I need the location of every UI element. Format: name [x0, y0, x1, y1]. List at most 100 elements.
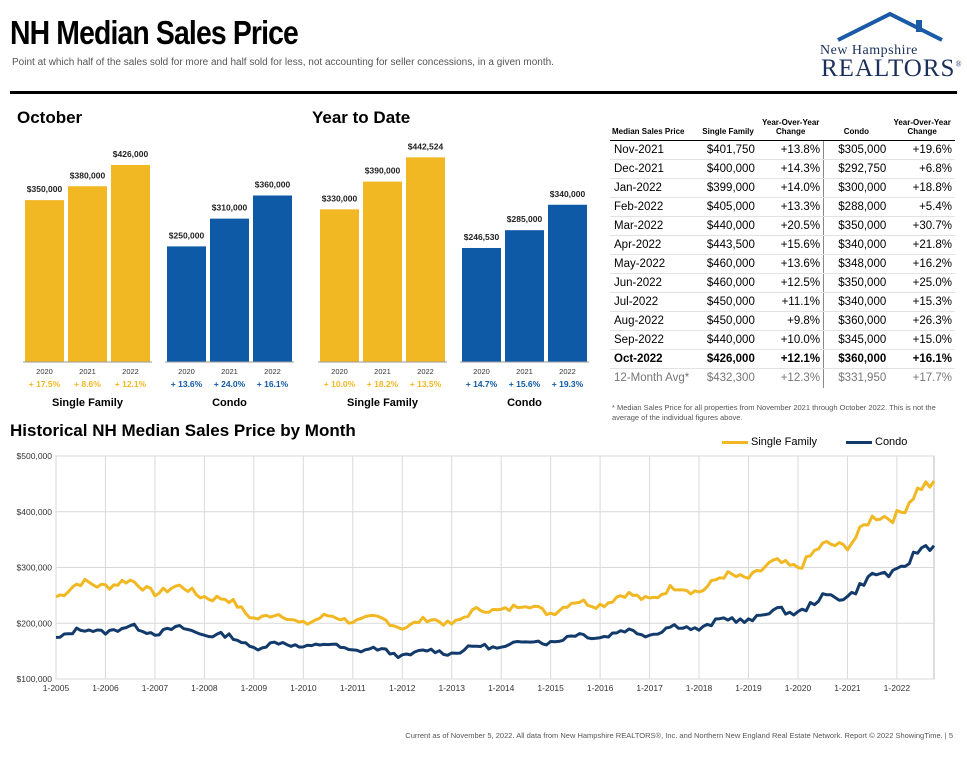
bar-value-label: $246,530 — [464, 232, 500, 242]
table-cell: +11.1% — [757, 292, 824, 312]
table-cell: Nov-2021 — [610, 140, 699, 160]
bar-year-label: 2021 — [516, 367, 533, 376]
legend-label: Condo — [875, 436, 908, 448]
table-row: Oct-2022 $426,000 +12.1% $360,000 +16.1% — [610, 349, 955, 369]
table-cell: +12.1% — [757, 349, 824, 369]
x-tick-label: 1-2010 — [290, 683, 317, 693]
logo-registered-mark: ® — [955, 59, 963, 69]
table-header: Year-Over-Year Change — [757, 116, 824, 141]
bar-change-label: + 13.5% — [410, 379, 442, 389]
x-tick-label: 1-2014 — [488, 683, 515, 693]
x-tick-label: 1-2016 — [587, 683, 614, 693]
group-label: Single Family — [52, 397, 124, 409]
bar-year-label: 2021 — [221, 367, 238, 376]
group-label: Condo — [212, 397, 247, 409]
table-header: Median Sales Price — [610, 116, 699, 141]
bar-change-label: + 18.2% — [367, 379, 399, 389]
table-cell: $300,000 — [823, 178, 890, 198]
bar-change-label: + 10.0% — [324, 379, 356, 389]
table-cell: May-2022 — [610, 254, 699, 274]
x-tick-label: 1-2011 — [340, 683, 366, 693]
table-cell: +12.3% — [757, 368, 824, 388]
x-tick-label: 1-2017 — [636, 683, 663, 693]
table-footnote: * Median Sales Price for all properties … — [612, 403, 936, 422]
table-cell: $288,000 — [823, 197, 890, 217]
legend-swatch — [722, 440, 748, 444]
table-row: Sep-2022 $440,000 +10.0% $345,000 +15.0% — [610, 330, 955, 350]
table-cell: Jul-2022 — [610, 292, 699, 312]
x-tick-label: 1-2012 — [389, 683, 416, 693]
table-cell: $401,750 — [698, 140, 758, 160]
legend-condo: Condo — [846, 436, 907, 448]
october-title: October — [17, 108, 83, 127]
table-row: 12-Month Avg* $432,300 +12.3% $331,950 +17.7… — [610, 368, 955, 388]
table-cell: $348,000 — [823, 254, 890, 274]
legend-label: Single Family — [751, 436, 818, 448]
table-cell: $450,000 — [698, 311, 758, 331]
table-cell: +15.6% — [757, 235, 824, 255]
realtors-logo: New Hampshire REALTORS® — [812, 10, 962, 82]
bar-year-label: 2022 — [559, 367, 576, 376]
legend-swatch — [846, 440, 872, 444]
x-tick-label: 1-2018 — [686, 683, 713, 693]
table-cell: +15.0% — [889, 330, 955, 350]
october-bar-chart: $350,000 2020 + 17.5% $380,000 2021 + 8.6% $42… — [23, 149, 294, 409]
table-cell: $350,000 — [823, 273, 890, 293]
logo-line1: New Hampshire — [820, 43, 918, 58]
table-cell: +30.7% — [889, 216, 955, 236]
bar — [167, 246, 206, 362]
table-cell: Apr-2022 — [610, 235, 699, 255]
legend-single-family: Single Family — [722, 436, 817, 448]
bar — [320, 209, 359, 362]
house-roof-icon — [837, 11, 943, 42]
bar-value-label: $442,524 — [408, 141, 444, 151]
table-header: Condo — [823, 116, 890, 141]
y-tick-label: $500,000 — [17, 451, 53, 461]
bar-value-label: $350,000 — [27, 184, 63, 194]
table-cell: Jan-2022 — [610, 178, 699, 198]
bar-year-label: 2021 — [79, 367, 96, 376]
table-cell: $331,950 — [823, 368, 890, 388]
table-cell: +21.8% — [889, 235, 955, 255]
table-cell: $350,000 — [823, 216, 890, 236]
bar-change-label: + 8.6% — [74, 379, 101, 389]
y-tick-label: $400,000 — [17, 507, 53, 517]
bar-change-label: + 12.1% — [115, 379, 147, 389]
bar — [253, 195, 292, 362]
bar — [111, 164, 150, 362]
x-tick-label: 1-2006 — [92, 683, 119, 693]
table-cell: +10.0% — [757, 330, 824, 350]
table-cell: $400,000 — [698, 159, 758, 179]
table-row: Jun-2022 $460,000 +12.5% $350,000 +25.0% — [610, 273, 955, 293]
table-header-row: Median Sales Price Single Family Year-Ov… — [610, 116, 955, 141]
table-cell: Jun-2022 — [610, 273, 699, 293]
bar — [406, 157, 445, 362]
logo-wordmark: REALTORS — [821, 55, 956, 82]
bar-year-label: 2022 — [417, 367, 434, 376]
table-cell: Oct-2022 — [610, 349, 699, 369]
table-row: Apr-2022 $443,500 +15.6% $340,000 +21.8% — [610, 235, 955, 255]
table-row: Aug-2022 $450,000 +9.8% $360,000 +26.3% — [610, 311, 955, 331]
bar-year-label: 2022 — [122, 367, 139, 376]
table-cell: $399,000 — [698, 178, 758, 198]
table-cell: $405,000 — [698, 197, 758, 217]
bar — [68, 186, 107, 362]
historical-line-chart: $100,000 $200,000 $300,000 $400,000 $500,000… — [17, 451, 936, 693]
bar-change-label: + 19.3% — [552, 379, 584, 389]
bar-year-label: 2020 — [36, 367, 53, 376]
bar-value-label: $426,000 — [113, 149, 149, 159]
x-tick-label: 1-2008 — [191, 683, 218, 693]
table-cell: $340,000 — [823, 235, 890, 255]
table-row: Dec-2021 $400,000 +14.3% $292,750 +6.8% — [610, 159, 955, 179]
table-cell: +17.7% — [889, 368, 955, 388]
table-cell: $443,500 — [698, 235, 758, 255]
series-line-condo — [55, 544, 936, 660]
header-rule — [10, 91, 957, 94]
table-cell: $450,000 — [698, 292, 758, 312]
table-cell: Sep-2022 — [610, 330, 699, 350]
table-cell: +9.8% — [757, 311, 824, 331]
ytd-bar-chart: $330,000 2020 + 10.0% $390,000 2021 + 18.2% $4… — [318, 141, 589, 409]
page-title: NH Median Sales Price — [10, 14, 299, 51]
bar — [25, 200, 64, 362]
bar-value-label: $390,000 — [365, 166, 401, 176]
